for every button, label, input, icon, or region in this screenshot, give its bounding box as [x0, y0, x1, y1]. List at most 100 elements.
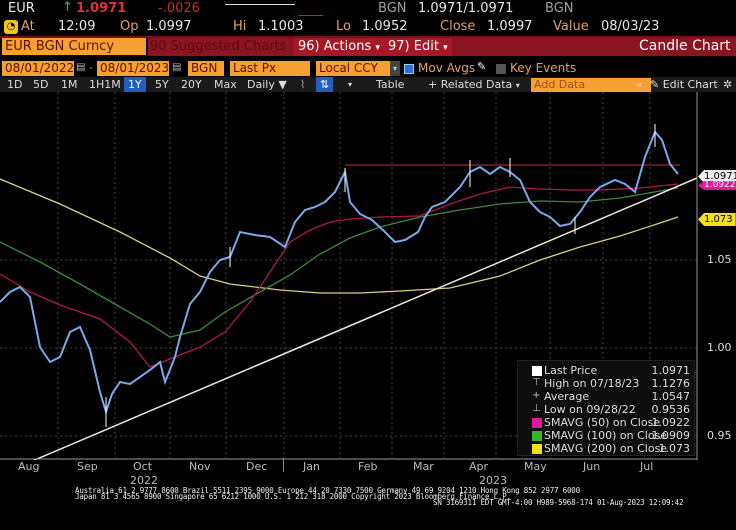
x-tick: Mar — [413, 460, 434, 473]
field-selector[interactable]: Last Px — [230, 61, 310, 76]
candle-icon[interactable]: ⇅ — [316, 77, 334, 92]
actions-menu[interactable]: 96) Actions ▾ — [294, 38, 384, 56]
open-value: 1.0997 — [146, 19, 192, 34]
chevron-down-icon[interactable]: ▾ — [348, 80, 353, 89]
legend-value: 1.0922 — [651, 416, 691, 429]
ticker: EUR — [8, 1, 35, 16]
mov-avgs-checkbox[interactable] — [404, 64, 414, 74]
chart-legend[interactable]: Last Price 1.0971 ⊤ High on 07/18/23 1.1276… — [517, 360, 695, 456]
bid-ask: 1.0971/1.0971 — [418, 1, 514, 16]
at-label: At — [21, 19, 35, 34]
calendar-icon[interactable]: ▤ — [76, 62, 86, 73]
chevron-down-icon: ▾ — [515, 81, 520, 90]
period-1d[interactable]: 1D — [7, 78, 23, 91]
gauge-icon[interactable]: ◔ — [4, 20, 18, 34]
green-swatch-icon — [532, 431, 542, 441]
footer-line-2: Japan 81 3 4565 8900 Singapore 65 6212 1… — [75, 492, 511, 501]
close-label: Close — [440, 19, 476, 34]
pricing-source-field[interactable]: BGN — [188, 61, 224, 76]
legend-value: 1.0909 — [651, 429, 691, 442]
value-label: Value — [553, 19, 589, 34]
x-tick: Dec — [246, 460, 268, 473]
x-tick: Jul — [640, 460, 654, 473]
related-data-button[interactable]: + Related Data ▾ — [424, 77, 524, 92]
period-20y[interactable]: 20Y — [181, 78, 202, 91]
key-events-checkbox[interactable] — [496, 64, 506, 74]
calendar-icon[interactable]: ▤ — [172, 62, 182, 73]
quote-header: EUR ↑ 1.0971 -.0026 BGN 1.0971/1.0971 BG… — [0, 0, 736, 18]
legend-sma200: SMAVG (200) on Close 1.073 — [518, 443, 694, 455]
period-max[interactable]: Max — [214, 78, 237, 91]
candles — [0, 124, 679, 427]
legend-label: High on 07/18/23 — [544, 377, 640, 390]
x-tick: Nov — [189, 460, 211, 473]
security-field[interactable]: EUR BGN Curncy — [2, 38, 146, 55]
legend-low: ⊥ Low on 09/28/22 0.9536 — [518, 403, 694, 416]
white-swatch-icon — [532, 366, 542, 376]
edit-menu[interactable]: 97) Edit ▾ — [384, 38, 452, 56]
magenta-swatch-icon — [532, 418, 542, 428]
currency-dropdown-icon[interactable]: ▾ — [390, 61, 400, 76]
period-5d[interactable]: 5D — [33, 78, 49, 91]
source-left: BGN — [378, 1, 407, 16]
chevron-down-icon: ▾ — [375, 43, 380, 53]
low-label: Lo — [336, 19, 351, 34]
add-data-input[interactable]: Add Data — [531, 78, 651, 92]
x-tick: Aug — [18, 460, 40, 473]
net-change: -.0026 — [158, 1, 200, 16]
period-1m[interactable]: 1M — [61, 78, 78, 91]
high-label: Hi — [233, 19, 247, 34]
sparkline-red — [298, 15, 323, 16]
mov-avgs-label: Mov Avgs — [418, 61, 476, 75]
frequency-dropdown[interactable]: Daily ▼ — [243, 77, 291, 92]
related-data-label: + Related Data — [428, 78, 513, 91]
date-separator: - — [89, 61, 93, 74]
legend-average: + Average 1.0547 — [518, 390, 694, 403]
pencil-icon[interactable]: ✎ — [477, 60, 487, 73]
y-tick: 1.05 — [707, 253, 732, 266]
open-label: Op — [120, 19, 139, 34]
actions-label: 96) Actions — [298, 39, 372, 54]
y-tick: 1.00 — [707, 341, 732, 354]
frequency-label: Daily — [247, 78, 275, 91]
chart-type-title: Candle Chart — [639, 38, 731, 54]
last-price: 1.0971 — [76, 1, 127, 16]
legend-label: SMAVG (200) on Close — [544, 442, 668, 455]
legend-label: Last Price — [544, 364, 598, 377]
period-1h1m[interactable]: 1H1M — [89, 78, 121, 91]
x-tick: May — [524, 460, 547, 473]
edit-label: 97) Edit — [388, 39, 439, 54]
legend-label: Low on 09/28/22 — [544, 403, 636, 416]
table-button[interactable]: Table — [376, 78, 405, 91]
period-1y[interactable]: 1Y — [124, 77, 146, 92]
edit-chart-button[interactable]: ✎ Edit Chart — [646, 77, 722, 92]
pencil-icon: ✎ — [650, 78, 660, 91]
last-price-tag: 1.0971 — [698, 170, 736, 183]
gear-icon[interactable]: ✲ — [723, 78, 733, 91]
quote-stats: ◔ At 12:09 Op 1.0997 Hi 1.1003 Lo 1.0952… — [0, 18, 736, 37]
x-tick: Feb — [358, 460, 378, 473]
x-tick: Apr — [469, 460, 489, 473]
legend-label: SMAVG (50) on Close — [544, 416, 661, 429]
collapse-icon[interactable]: « — [636, 78, 643, 91]
source-right: BGN — [545, 1, 574, 16]
start-date-field[interactable]: 08/01/2022 — [2, 61, 74, 76]
suggested-charts-button[interactable]: 90 Suggested Charts — [150, 39, 287, 54]
legend-sma100: SMAVG (100) on Close 1.0909 — [518, 430, 694, 442]
x-tick: Oct — [133, 460, 153, 473]
caret-down-icon: ▼ — [278, 78, 287, 91]
y-tick: 0.95 — [707, 429, 732, 442]
sma200-tag: 1.073 — [698, 213, 736, 226]
end-date-field[interactable]: 08/01/2023 — [97, 61, 169, 76]
currency-field[interactable]: Local CCY — [316, 61, 396, 76]
legend-last-price: Last Price 1.0971 — [518, 365, 694, 377]
x-tick: Sep — [77, 460, 98, 473]
period-5y[interactable]: 5Y — [155, 78, 169, 91]
legend-high: ⊤ High on 07/18/23 1.1276 — [518, 377, 694, 390]
close-value: 1.0997 — [487, 19, 533, 34]
quote-time: 12:09 — [58, 19, 96, 34]
line-chart-icon[interactable]: ⌇ — [300, 78, 306, 91]
up-arrow-icon: ↑ — [62, 0, 73, 15]
low-marker-icon: ⊥ — [532, 403, 541, 414]
footer-line-3: SN 3169311 EDT GMT-4:00 H989-5968-174 01… — [433, 498, 684, 507]
